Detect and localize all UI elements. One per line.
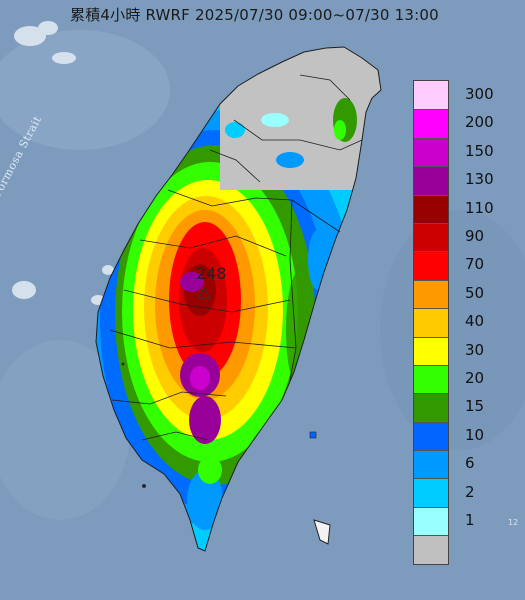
legend-swatch: [414, 194, 448, 223]
legend-swatch: [414, 450, 448, 479]
legend-swatch: [414, 478, 448, 507]
legend-swatch: [414, 336, 448, 365]
legend-swatch: [414, 81, 448, 110]
legend-swatch: [414, 251, 448, 280]
legend-label: 70: [465, 255, 485, 274]
legend-label: 15: [465, 397, 485, 416]
color-legend: [413, 80, 449, 565]
legend-swatch: [414, 364, 448, 394]
legend-label: 130: [465, 170, 494, 189]
legend-label: 200: [465, 113, 494, 132]
legend-label: 6: [465, 454, 475, 473]
legend-swatch: [414, 535, 448, 564]
legend-label: 110: [465, 198, 494, 217]
legend-swatch: [414, 166, 448, 195]
legend-swatch: [414, 222, 448, 252]
legend-swatch: [414, 506, 448, 536]
legend-label: 20: [465, 369, 485, 387]
legend-label: 10: [465, 425, 485, 444]
legend-swatch: [414, 109, 448, 138]
offshore-islets: [121, 362, 331, 545]
legend-label: 1: [465, 511, 475, 529]
edge-label: 12: [508, 518, 519, 527]
legend-swatch: [414, 308, 448, 337]
legend-label: 50: [465, 283, 485, 302]
legend-swatch: [414, 137, 448, 167]
legend-label: 90: [465, 227, 485, 245]
map-title: 累積4小時 RWRF 2025/07/30 09:00~07/30 13:00: [70, 6, 439, 24]
max-rainfall-label: 248: [196, 264, 227, 283]
legend-label: 2: [465, 482, 475, 501]
legend-swatch: [414, 279, 448, 309]
legend-swatch: [414, 393, 448, 422]
cloud-patches: [12, 21, 114, 305]
county-boundaries: [95, 46, 382, 552]
legend-label: 40: [465, 312, 485, 331]
legend-label: 150: [465, 141, 494, 160]
legend-swatch: [414, 421, 448, 451]
legend-label: 300: [465, 85, 494, 103]
legend-label: 30: [465, 340, 485, 359]
peak-marker: [197, 287, 211, 299]
